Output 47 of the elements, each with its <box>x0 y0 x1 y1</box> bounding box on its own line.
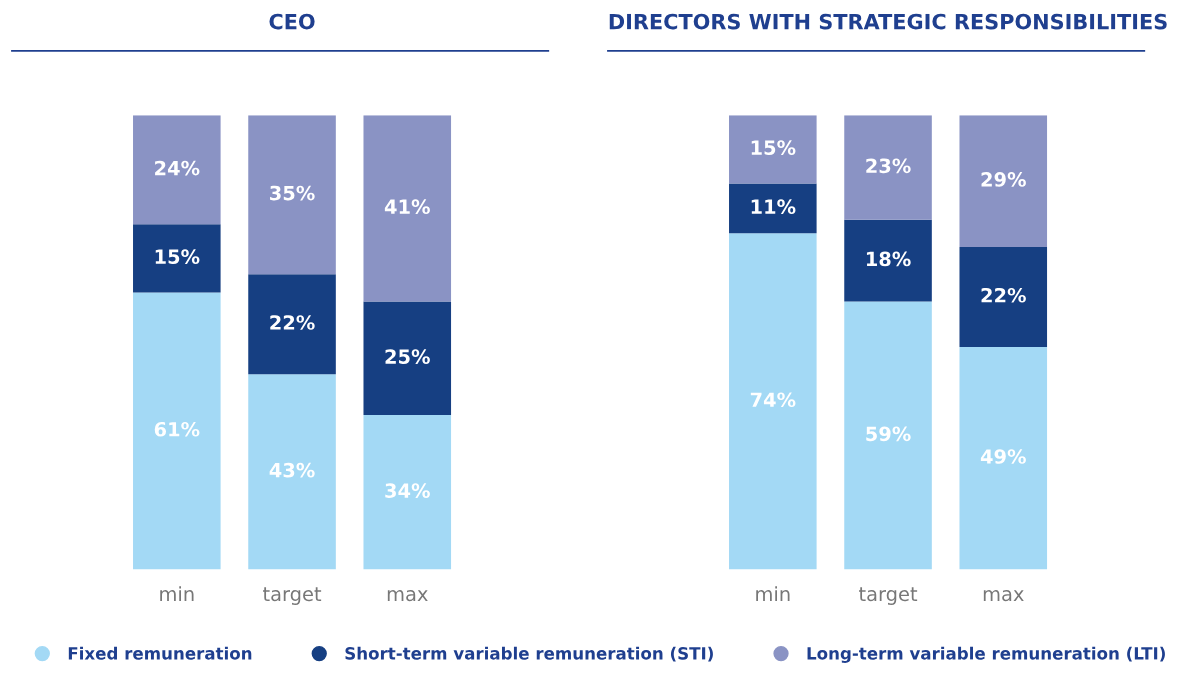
bar <box>363 415 452 570</box>
bar <box>729 183 817 234</box>
bar <box>133 115 221 225</box>
bar <box>959 247 1048 347</box>
data-label: 34% <box>385 483 430 498</box>
bar <box>844 301 932 570</box>
bar <box>363 301 452 416</box>
x-tick-label: target <box>859 587 918 606</box>
x-tick-label: min <box>160 586 194 601</box>
chart-title: CEO <box>269 13 315 30</box>
data-label: 23% <box>866 158 911 174</box>
x-tick-label: target <box>263 587 322 606</box>
data-label: 49% <box>980 449 1026 464</box>
bar <box>248 115 336 275</box>
x-tick-label: max <box>983 590 1024 602</box>
bar <box>248 274 336 375</box>
data-label: 61% <box>154 421 200 437</box>
bar <box>959 346 1048 570</box>
bar <box>363 115 452 302</box>
data-label: 22% <box>270 315 315 330</box>
data-label: 43% <box>269 462 315 478</box>
chart-title: DIRECTORS WITH STRATEGIC RESPONSIBILITIES <box>609 13 1167 30</box>
legend-label: Fixed remuneration <box>68 646 252 660</box>
x-tick-label: min <box>756 586 790 601</box>
data-label: 15% <box>751 140 796 155</box>
data-label: 25% <box>385 349 430 364</box>
data-label: 59% <box>866 426 911 442</box>
data-label: 74% <box>750 392 796 408</box>
bar <box>959 115 1048 247</box>
bar <box>248 374 336 570</box>
bar <box>844 115 932 220</box>
legend-label: Short-term variable remuneration (STI) <box>345 646 713 662</box>
bar <box>729 115 817 184</box>
data-label: 24% <box>155 160 200 176</box>
bar <box>133 292 221 570</box>
data-label: 18% <box>866 251 911 267</box>
data-label: 41% <box>384 199 430 215</box>
data-label: 35% <box>270 185 315 201</box>
bar <box>844 219 932 302</box>
data-label: 11% <box>751 199 796 215</box>
data-label: 22% <box>981 287 1026 303</box>
data-label: 15% <box>155 249 200 264</box>
bar <box>729 233 817 570</box>
x-tick-label: max <box>387 590 428 602</box>
data-label: 29% <box>981 172 1026 187</box>
legend-label: Long-term variable remuneration (LTI) <box>807 646 1165 663</box>
bar <box>133 224 221 293</box>
